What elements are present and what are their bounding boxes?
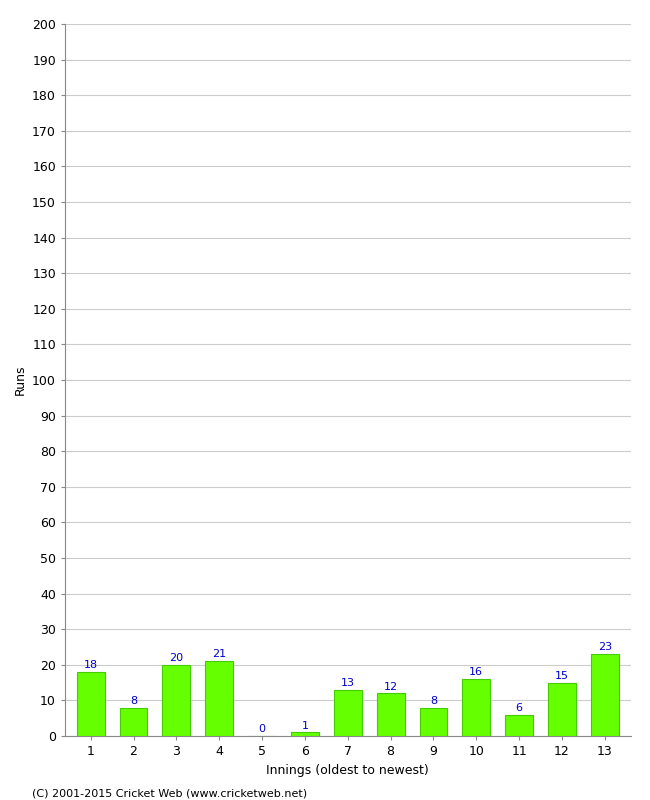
Text: 20: 20 [169, 653, 183, 663]
Text: 21: 21 [212, 650, 226, 659]
Y-axis label: Runs: Runs [14, 365, 27, 395]
Text: 18: 18 [84, 660, 98, 670]
Bar [548, 682, 576, 736]
Text: 15: 15 [555, 671, 569, 681]
Text: (C) 2001-2015 Cricket Web (www.cricketweb.net): (C) 2001-2015 Cricket Web (www.cricketwe… [32, 788, 307, 798]
Bar [591, 654, 619, 736]
X-axis label: Innings (oldest to newest): Innings (oldest to newest) [266, 763, 429, 777]
Bar [376, 694, 404, 736]
Bar [334, 690, 361, 736]
Bar [291, 733, 319, 736]
Text: 23: 23 [598, 642, 612, 652]
Bar [462, 679, 490, 736]
Text: 0: 0 [259, 724, 266, 734]
Bar [162, 665, 190, 736]
Text: 1: 1 [302, 721, 308, 730]
Text: 6: 6 [515, 703, 523, 713]
Text: 13: 13 [341, 678, 355, 688]
Bar [120, 707, 148, 736]
Text: 16: 16 [469, 667, 483, 678]
Text: 12: 12 [384, 682, 398, 691]
Bar [419, 707, 447, 736]
Bar [205, 662, 233, 736]
Bar [77, 672, 105, 736]
Text: 8: 8 [130, 696, 137, 706]
Text: 8: 8 [430, 696, 437, 706]
Bar [505, 714, 533, 736]
